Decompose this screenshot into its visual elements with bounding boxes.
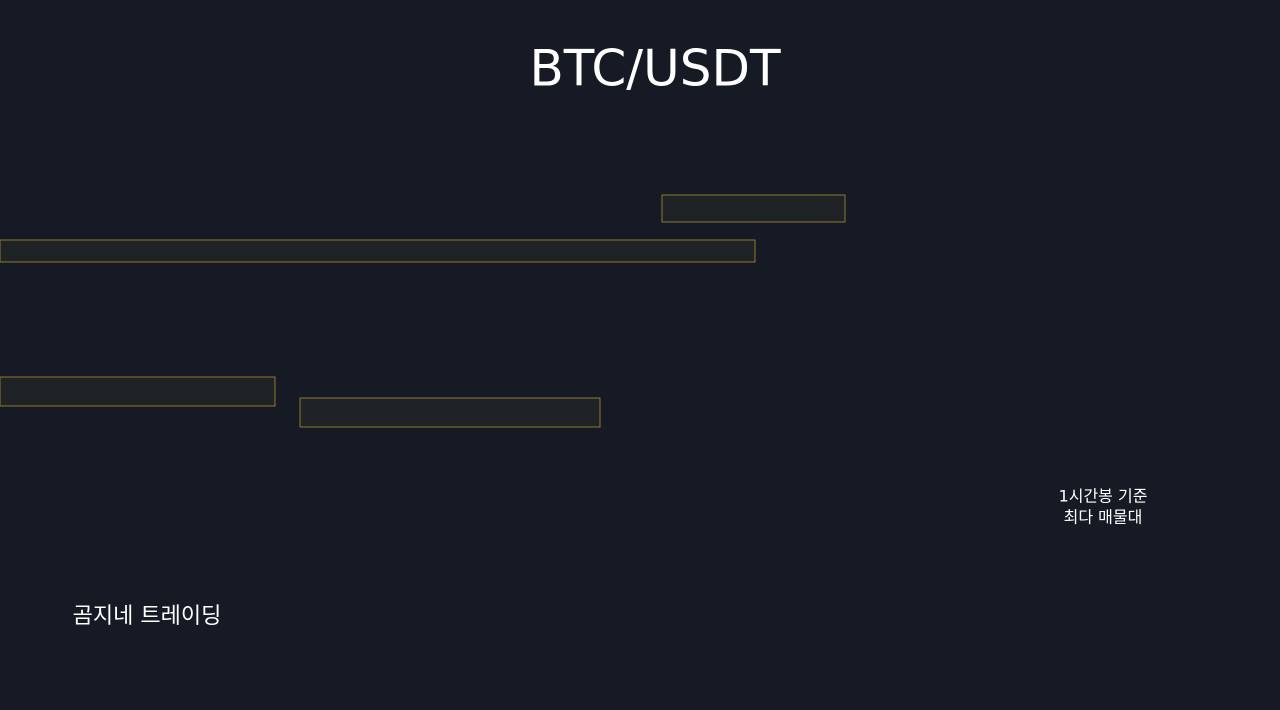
annotation: 최다 매물대 <box>1064 508 1143 527</box>
zone-box <box>299 397 601 428</box>
watermark: 곰지네 트레이딩 <box>73 604 222 629</box>
annotation: 1시간봉 기준 <box>1059 487 1148 506</box>
supply-zones <box>0 194 846 428</box>
zone-box <box>661 194 846 223</box>
zone-box <box>0 239 756 263</box>
zone-box <box>0 376 276 407</box>
chart-title: BTC/USDT <box>529 40 781 98</box>
